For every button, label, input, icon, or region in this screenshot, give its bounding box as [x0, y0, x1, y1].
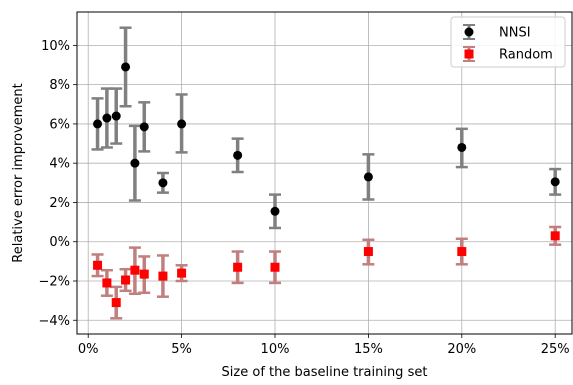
nnsi-point: [550, 177, 560, 187]
y-tick-label: 0%: [49, 235, 70, 250]
plot-frame: [76, 11, 573, 335]
x-tick-label: 15%: [354, 342, 383, 357]
nnsi-point: [233, 150, 243, 160]
y-axis-label: Relative error improvement: [11, 83, 26, 262]
x-axis-label: Size of the baseline training set: [222, 365, 428, 380]
nnsi-point: [457, 142, 467, 152]
legend: NNSI Random: [450, 16, 566, 68]
legend-box: [450, 16, 566, 68]
random-point: [233, 262, 243, 272]
random-point: [93, 260, 103, 270]
random-point: [139, 269, 149, 279]
nnsi-point: [130, 158, 140, 168]
nnsi-point: [121, 62, 131, 72]
random-point: [158, 271, 168, 281]
y-tick-label: 2%: [49, 196, 70, 211]
random-point: [457, 247, 467, 257]
random-point: [130, 265, 140, 275]
nnsi-point: [177, 119, 187, 129]
legend-nnsi-marker: [464, 27, 474, 37]
x-tick-label: 10%: [261, 342, 290, 357]
data-markers: [93, 62, 560, 308]
random-point: [177, 268, 187, 278]
axis-ticks: 0% 5% 10% 15% 20% 25% −4% −2% 0% 2% 4% 6% 8% 10%: [38, 39, 569, 357]
y-tick-label: 4%: [49, 157, 70, 172]
x-tick-label: 5%: [171, 342, 192, 357]
random-point: [102, 278, 112, 288]
random-point: [550, 231, 560, 241]
legend-random-label: Random: [499, 48, 553, 63]
y-tick-label: −4%: [38, 314, 70, 329]
legend-nnsi-label: NNSI: [499, 26, 531, 41]
nnsi-point: [363, 172, 373, 182]
y-tick-label: −2%: [38, 274, 70, 289]
nnsi-point: [93, 119, 103, 129]
random-point: [111, 298, 121, 308]
nnsi-point: [111, 111, 121, 121]
x-tick-label: 0%: [78, 342, 99, 357]
nnsi-point: [139, 122, 149, 132]
y-tick-label: 8%: [49, 78, 70, 93]
x-tick-label: 25%: [541, 342, 570, 357]
random-point: [121, 275, 131, 285]
nnsi-point: [270, 206, 280, 216]
nnsi-point: [158, 178, 168, 188]
random-point: [363, 247, 373, 257]
nnsi-point: [102, 113, 112, 123]
random-point: [270, 262, 280, 272]
legend-random-marker: [464, 49, 474, 59]
y-tick-label: 6%: [49, 117, 70, 132]
y-tick-label: 10%: [41, 39, 70, 54]
x-tick-label: 20%: [447, 342, 476, 357]
